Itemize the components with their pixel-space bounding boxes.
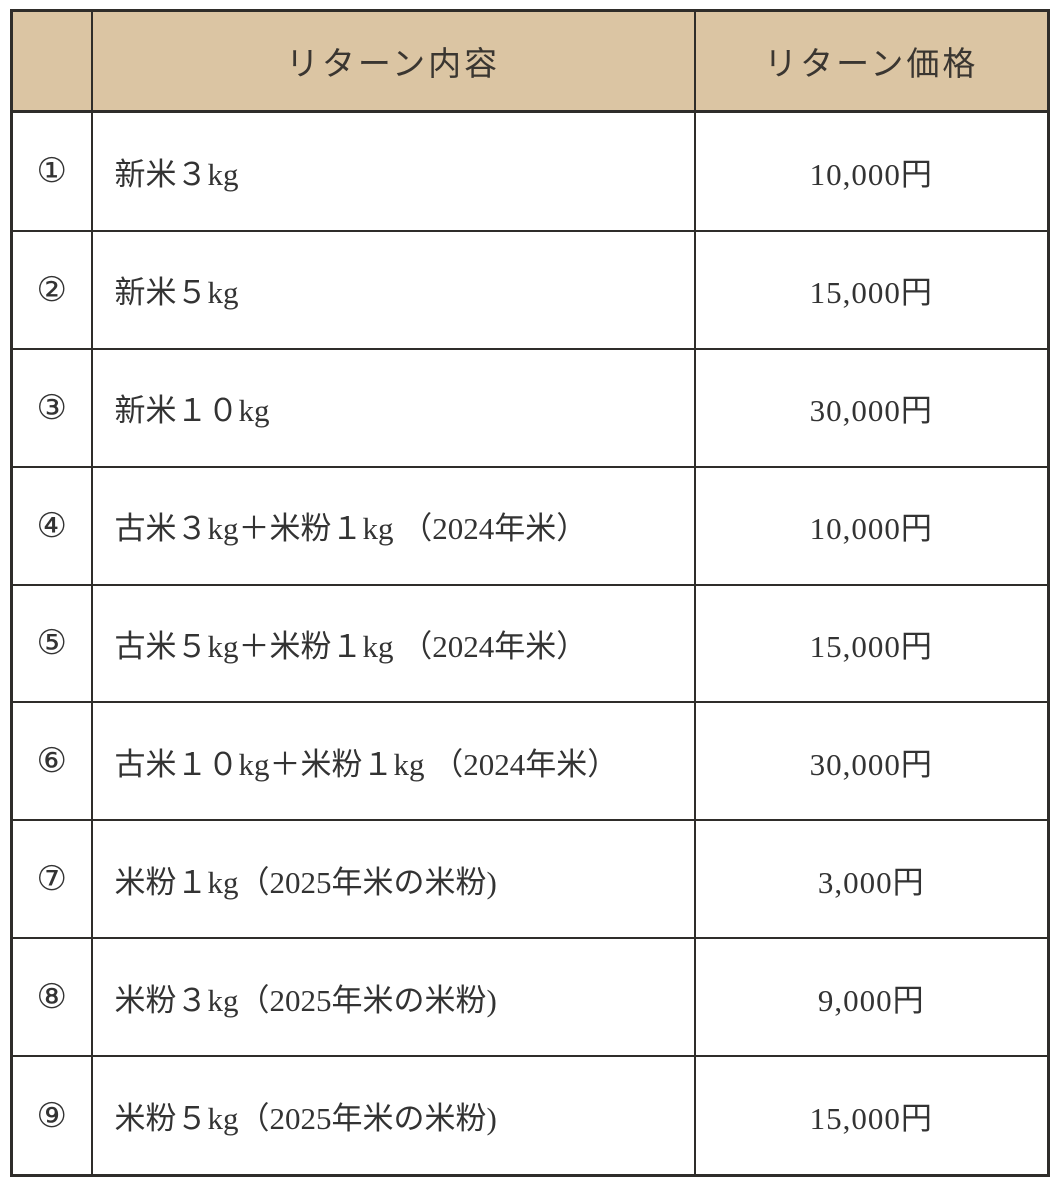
return-price-cell: 30,000円	[693, 347, 1050, 468]
row-number-cell: ⑨	[10, 1055, 93, 1177]
return-content-cell: 米粉５kg（2025年米の米粉)	[90, 1055, 696, 1177]
row-number-cell: ⑧	[10, 937, 93, 1058]
table-row: ⑧ 米粉３kg（2025年米の米粉) 9,000円	[10, 937, 1050, 1058]
table-row: ② 新米５kg 15,000円	[10, 229, 1050, 350]
row-number-cell: ⑤	[10, 583, 93, 704]
corner-header-cell	[10, 9, 93, 113]
return-content-cell: 新米５kg	[90, 229, 696, 350]
return-content-cell: 新米３kg	[90, 110, 696, 232]
row-number-cell: ⑦	[10, 819, 93, 940]
row-number-cell: ③	[10, 347, 93, 468]
table-row: ① 新米３kg 10,000円	[10, 110, 1050, 232]
return-price-cell: 15,000円	[693, 583, 1050, 704]
price-column-header: リターン価格	[693, 9, 1050, 113]
table-row: ⑥ 古米１０kg＋米粉１kg （2024年米） 30,000円	[10, 701, 1050, 822]
return-content-cell: 古米５kg＋米粉１kg （2024年米）	[90, 583, 696, 704]
row-number-cell: ④	[10, 465, 93, 586]
return-content-cell: 新米１０kg	[90, 347, 696, 468]
table-row: ⑨ 米粉５kg（2025年米の米粉) 15,000円	[10, 1055, 1050, 1177]
return-price-cell: 10,000円	[693, 110, 1050, 232]
return-price-cell: 15,000円	[693, 1055, 1050, 1177]
table-row: ③ 新米１０kg 30,000円	[10, 347, 1050, 468]
return-content-cell: 古米３kg＋米粉１kg （2024年米）	[90, 465, 696, 586]
returns-pricing-table: リターン内容 リターン価格 ① 新米３kg 10,000円 ② 新米５kg 15,000円…	[10, 9, 1050, 1177]
return-price-cell: 30,000円	[693, 701, 1050, 822]
return-price-cell: 9,000円	[693, 937, 1050, 1058]
return-content-cell: 米粉１kg（2025年米の米粉)	[90, 819, 696, 940]
table-row: ⑦ 米粉１kg（2025年米の米粉) 3,000円	[10, 819, 1050, 940]
return-content-cell: 古米１０kg＋米粉１kg （2024年米）	[90, 701, 696, 822]
return-price-cell: 10,000円	[693, 465, 1050, 586]
return-price-cell: 3,000円	[693, 819, 1050, 940]
return-price-cell: 15,000円	[693, 229, 1050, 350]
table-row: ④ 古米３kg＋米粉１kg （2024年米） 10,000円	[10, 465, 1050, 586]
table-row: ⑤ 古米５kg＋米粉１kg （2024年米） 15,000円	[10, 583, 1050, 704]
return-content-cell: 米粉３kg（2025年米の米粉)	[90, 937, 696, 1058]
row-number-cell: ①	[10, 110, 93, 232]
table-body: ① 新米３kg 10,000円 ② 新米５kg 15,000円 ③ 新米１０kg 30,000円…	[10, 110, 1050, 1177]
header-row: リターン内容 リターン価格	[10, 9, 1050, 113]
content-column-header: リターン内容	[90, 9, 696, 113]
row-number-cell: ⑥	[10, 701, 93, 822]
row-number-cell: ②	[10, 229, 93, 350]
